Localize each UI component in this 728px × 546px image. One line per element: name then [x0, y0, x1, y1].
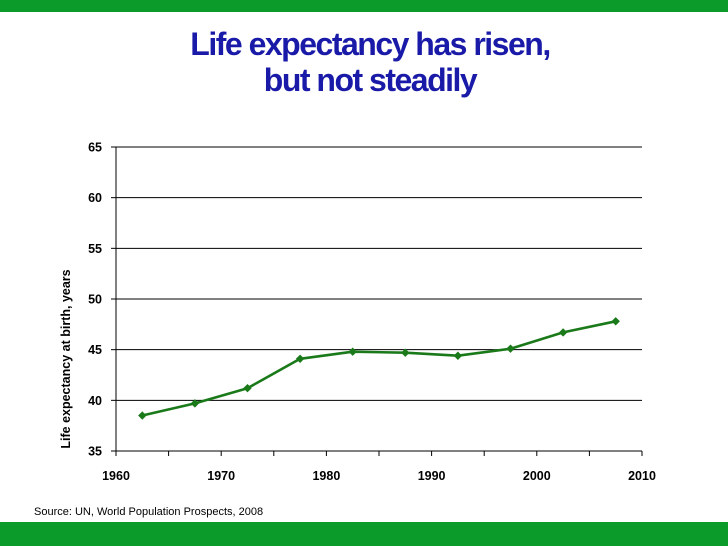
- x-tick-label: 2000: [523, 469, 551, 483]
- data-point-marker: [295, 354, 305, 363]
- y-axis-label: Life expectancy at birth, years: [59, 269, 73, 448]
- series-line: [142, 320, 616, 417]
- y-tick-label: 65: [88, 141, 102, 155]
- data-point-marker: [401, 348, 410, 357]
- x-tick-label: 2010: [628, 469, 656, 483]
- title-line-1: Life expectancy has risen,: [190, 26, 551, 62]
- data-point-marker: [138, 411, 147, 420]
- x-tick-label: 1990: [418, 469, 446, 483]
- y-tick-label: 55: [88, 242, 102, 256]
- top-accent-band: [0, 0, 728, 12]
- title-line-2: but not steadily: [263, 62, 478, 98]
- y-tick-label: 60: [88, 191, 102, 205]
- x-tick-label: 1970: [207, 469, 235, 483]
- data-point-marker: [453, 351, 463, 360]
- x-tick-label: 1980: [312, 469, 340, 483]
- x-tick-label: 1960: [102, 469, 130, 483]
- data-point-marker: [558, 328, 568, 337]
- y-tick-label: 40: [88, 394, 102, 408]
- data-point-marker: [506, 344, 515, 353]
- data-point-marker: [611, 317, 620, 326]
- source-note: Source: UN, World Population Prospects, …: [34, 506, 264, 518]
- y-tick-label: 45: [88, 343, 102, 357]
- bottom-accent-band: [0, 522, 728, 546]
- y-tick-label: 50: [88, 293, 102, 307]
- tick-labels: 35 40 45 50 55 60 65 1960 1970 1980 1990 2000 2010: [88, 141, 656, 484]
- data-point-marker: [190, 399, 200, 408]
- data-point-marker: [348, 347, 357, 356]
- series-layer: [138, 317, 620, 420]
- slide-title: Life expectancy has risen, but not stead…: [100, 26, 640, 98]
- axes: [111, 146, 643, 456]
- data-point-marker: [243, 383, 252, 393]
- y-tick-label: 35: [88, 445, 102, 459]
